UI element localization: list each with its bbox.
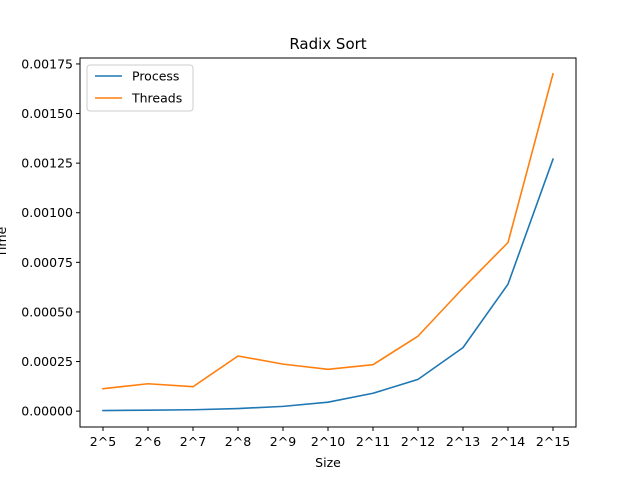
x-tick-label: 2^10	[311, 434, 345, 449]
x-tick-label: 2^6	[135, 434, 161, 449]
x-tick-label: 2^5	[90, 434, 116, 449]
x-tick-label: 2^15	[536, 434, 570, 449]
y-tick-label: 0.00150	[21, 106, 73, 121]
series-lines	[102, 72, 555, 412]
x-axis: 2^5 2^6 2^7 2^8 2^9 2^10 2^11 2^12 2^13 2^14 2^15	[90, 427, 570, 449]
series-line-threads	[102, 72, 554, 390]
y-tick-label: 0.00050	[21, 304, 73, 319]
chart-title: Radix Sort	[289, 35, 366, 53]
y-axis: 0.00000 0.00025 0.00050 0.00075 0.00100 0.001…	[21, 56, 80, 419]
x-tick-label: 2^14	[491, 434, 525, 449]
y-tick-label: 0.00175	[21, 56, 73, 71]
y-tick-label: 0.00125	[21, 156, 73, 171]
y-tick-label: 0.00000	[21, 404, 73, 419]
x-tick-label: 2^11	[356, 434, 390, 449]
x-tick-label: 2^9	[270, 434, 296, 449]
x-tick-label: 2^8	[225, 434, 251, 449]
y-tick-label: 0.00100	[21, 205, 73, 220]
x-tick-label: 2^13	[446, 434, 480, 449]
legend-label-threads: Threads	[131, 91, 182, 106]
legend: Process Threads	[86, 64, 194, 112]
x-tick-label: 2^12	[401, 434, 435, 449]
x-axis-label: Size	[315, 455, 341, 470]
y-axis-label: Time	[0, 226, 9, 258]
plot-frame	[79, 57, 577, 428]
legend-label-process: Process	[132, 69, 179, 84]
y-tick-label: 0.00025	[21, 354, 73, 369]
series-line-process	[102, 158, 555, 412]
x-tick-label: 2^7	[180, 434, 206, 449]
y-tick-label: 0.00075	[21, 255, 73, 270]
